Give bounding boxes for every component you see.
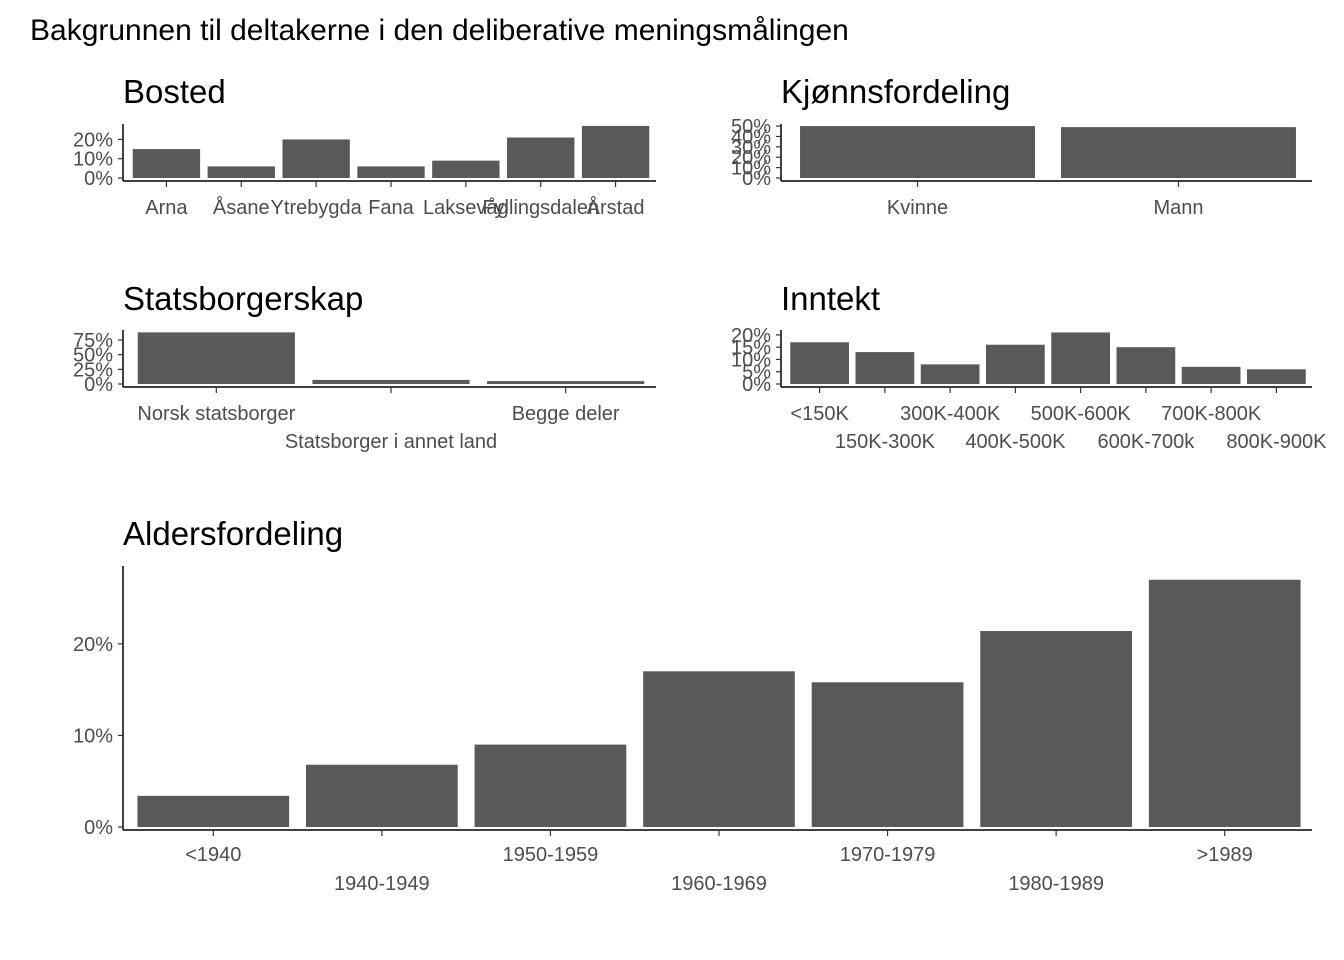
bar-inntekt-150k [790, 342, 849, 384]
y-tick-label-alder: 20% [73, 634, 113, 656]
y-tick-label-kjonn: 20% [731, 147, 771, 169]
bar-alder-1989 [1148, 579, 1301, 827]
panel-statsborgerskap: Statsborgerskap 0%25%50%75% Norsk statsbor… [73, 280, 656, 453]
x-tick-label-inntekt-300k-400k: 300K-400K [900, 403, 1001, 425]
y-tick-label-kjonn: 0% [742, 168, 771, 190]
x-tick-label-kjonn-kvinne: Kvinne [887, 197, 948, 219]
x-tick-label-inntekt-600k-700k: 600K-700k [1098, 431, 1196, 453]
bar-inntekt-800k-900k [1247, 369, 1306, 384]
bar-alder-1940-1949 [306, 764, 458, 827]
x-tick-label-alder-1940-1949: 1940-1949 [334, 873, 430, 895]
x-tick-label-alder-1960-1969: 1960-1969 [671, 873, 767, 895]
x-tick-label-statsborgerskap-begge-deler: Begge deler [512, 403, 620, 425]
bar-inntekt-300k-400k [920, 364, 980, 384]
bar-kjonn-kvinne [800, 126, 1035, 178]
panel-kjonn: Kjønnsfordeling 0%10%20%30%40%50% Kvinne Ma… [731, 73, 1312, 219]
bar-inntekt-500k-600k [1051, 332, 1110, 384]
y-tick-label-inntekt: 15% [731, 337, 771, 359]
x-tick-label-bosted-arna: Arna [145, 197, 188, 219]
bar-alder-1960-1969 [643, 671, 795, 827]
y-tick-label-alder: 10% [73, 725, 113, 747]
y-tick-label-kjonn: 40% [731, 126, 771, 148]
y-tick-label-inntekt: 0% [742, 374, 771, 396]
x-tick-label-bosted-årstad: Årstad [587, 196, 645, 219]
bar-bosted-åsane [207, 166, 275, 178]
bar-alder-1970-1979 [811, 682, 964, 827]
figure-title: Bakgrunnen til deltakerne i den delibera… [30, 14, 849, 47]
x-tick-label-bosted-laksevåg: Laksevåg [423, 197, 509, 219]
x-tick-label-bosted-ytrebygda: Ytrebygda [271, 197, 363, 219]
x-tick-label-alder-1989: >1989 [1197, 844, 1253, 866]
y-tick-label-bosted: 20% [73, 129, 113, 151]
x-tick-label-inntekt-700k-800k: 700K-800K [1161, 403, 1262, 425]
y-tick-label-alder: 0% [84, 817, 113, 839]
panel-title-kjonn: Kjønnsfordeling [781, 73, 1010, 110]
y-tick-label-inntekt: 10% [731, 349, 771, 371]
bar-bosted-årstad [581, 125, 650, 178]
x-tick-label-inntekt-150k-300k: 150K-300K [835, 431, 936, 453]
x-tick-label-kjonn-mann: Mann [1153, 197, 1203, 219]
x-tick-label-inntekt-150k: <150K [790, 403, 849, 425]
panel-title-inntekt: Inntekt [781, 280, 880, 317]
x-tick-label-bosted-åsane: Åsane [213, 196, 270, 219]
y-tick-label-inntekt: 5% [742, 362, 771, 384]
bar-inntekt-600k-700k [1116, 347, 1176, 384]
x-tick-label-alder-1940: <1940 [185, 844, 241, 866]
y-tick-label-inntekt: 20% [731, 325, 771, 347]
bar-inntekt-150k-300k [855, 352, 915, 384]
bar-statsborgerskap-statsborger-i-annet-land [312, 379, 470, 384]
x-tick-label-inntekt-500k-600k: 500K-600K [1031, 403, 1132, 425]
y-tick-label-kjonn: 10% [731, 158, 771, 180]
bar-bosted-laksevåg [432, 160, 500, 178]
bar-statsborgerskap-begge-deler [487, 381, 645, 384]
bar-inntekt-700k-800k [1181, 366, 1241, 384]
bar-bosted-arna [132, 149, 201, 178]
bar-alder-1940 [137, 795, 290, 827]
bar-bosted-fana [357, 166, 425, 178]
x-tick-label-inntekt-800k-900k: 800K-900K [1226, 431, 1327, 453]
panel-title-alder: Aldersfordeling [123, 515, 343, 552]
x-tick-label-bosted-fana: Fana [368, 197, 414, 219]
x-tick-label-statsborgerskap-norsk-statsborger: Norsk statsborger [137, 403, 295, 425]
panel-title-bosted: Bosted [123, 73, 226, 110]
x-tick-label-inntekt-400k-500k: 400K-500K [965, 431, 1066, 453]
bar-inntekt-400k-500k [986, 344, 1045, 384]
bar-bosted-fyllingsdalen [507, 137, 575, 178]
x-tick-label-bosted-fyllingsdalen: Fyllingsdalen [482, 197, 599, 219]
panel-title-statsborgerskap: Statsborgerskap [123, 280, 363, 317]
x-tick-label-alder-1970-1979: 1970-1979 [840, 844, 936, 866]
bar-statsborgerskap-norsk-statsborger [137, 332, 295, 384]
y-tick-label-bosted: 0% [84, 168, 113, 190]
y-tick-label-statsborgerskap: 75% [73, 330, 113, 352]
y-tick-label-kjonn: 30% [731, 137, 771, 159]
panel-bosted: Bosted 0%10%20% Arna Åsane Ytrebygda Fana Laks… [73, 73, 656, 219]
y-tick-label-statsborgerskap: 25% [73, 359, 113, 381]
x-tick-label-alder-1980-1989: 1980-1989 [1008, 873, 1104, 895]
y-tick-label-kjonn: 50% [731, 116, 771, 138]
y-tick-label-statsborgerskap: 0% [84, 374, 113, 396]
x-tick-label-alder-1950-1959: 1950-1959 [503, 844, 599, 866]
x-tick-label-statsborgerskap-statsborger-i-annet-land: Statsborger i annet land [285, 431, 497, 453]
panel-inntekt: Inntekt 0%5%10%15%20% <150K 150K-300K 300K-4… [731, 280, 1327, 453]
bar-kjonn-mann [1061, 127, 1296, 178]
y-tick-label-statsborgerskap: 50% [73, 345, 113, 367]
bar-alder-1950-1959 [474, 744, 627, 827]
panel-alder: Aldersfordeling 0% 10% 20% <1940 1940-1949 195… [73, 515, 1312, 895]
y-tick-label-bosted: 10% [73, 149, 113, 171]
bar-alder-1980-1989 [980, 631, 1132, 827]
bar-bosted-ytrebygda [282, 139, 350, 178]
